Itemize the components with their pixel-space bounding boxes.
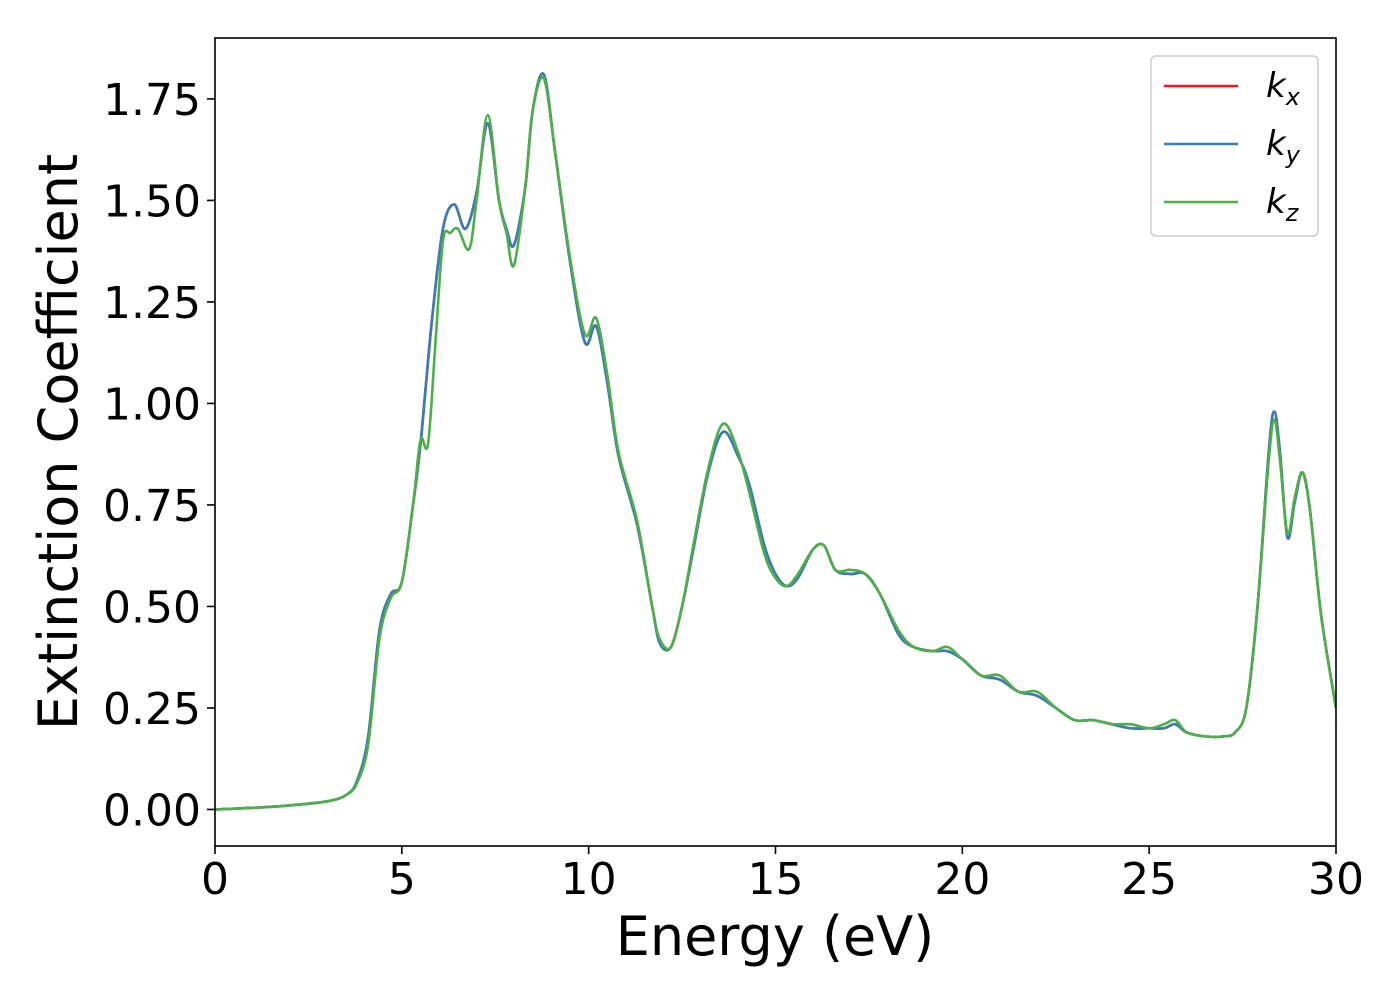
y-tick-label: 1.75: [103, 75, 201, 126]
y-tick-label: 1.25: [103, 278, 201, 329]
y-tick-label: 1.50: [103, 176, 201, 227]
y-tick-label: 0.75: [103, 481, 201, 532]
x-tick-label: 25: [1121, 854, 1177, 905]
y-tick-label: 0.25: [103, 684, 201, 735]
legend-label-y: ky: [1266, 124, 1301, 169]
y-tick-label: 0.00: [103, 785, 201, 836]
x-axis: 0 5 10 15 20 25 30: [201, 846, 1364, 905]
series-line-z: [215, 76, 1336, 811]
x-tick-label: 20: [934, 854, 990, 905]
x-tick-label: 15: [748, 854, 804, 905]
y-axis: 0.00 0.25 0.50 0.75 1.00 1.25 1.50 1.75: [103, 75, 215, 836]
legend-frame: [1150, 55, 1319, 237]
series-layer: [215, 72, 1336, 811]
x-axis-title: Energy (eV): [616, 905, 935, 968]
x-tick-label: 0: [201, 854, 229, 905]
x-tick-label: 10: [561, 854, 617, 905]
legend-label-x: kx: [1266, 66, 1301, 111]
y-tick-label: 0.50: [103, 582, 201, 633]
y-axis-title: Extinction Coefficient: [27, 154, 90, 730]
legend: kx ky kz: [1150, 55, 1319, 237]
x-tick-label: 30: [1308, 854, 1364, 905]
y-tick-label: 1.00: [103, 379, 201, 430]
legend-label-z: kz: [1266, 182, 1300, 227]
x-tick-label: 5: [388, 854, 416, 905]
